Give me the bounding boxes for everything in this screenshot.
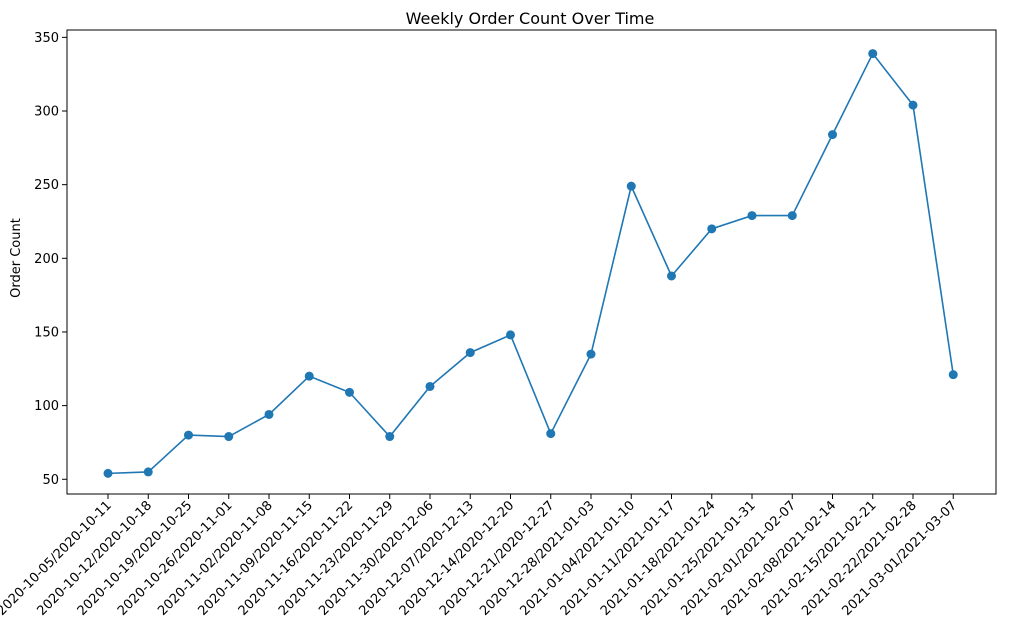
data-point	[908, 100, 918, 110]
data-point	[828, 130, 837, 140]
series-line	[107, 52, 955, 475]
data-point	[143, 467, 153, 477]
data-point	[667, 271, 676, 281]
data-point	[345, 387, 354, 397]
y-axis-label: Order Count	[9, 218, 24, 298]
data-point	[465, 348, 475, 358]
data-point	[707, 224, 717, 234]
plot-frame	[66, 29, 997, 495]
y-tick-label: 250	[34, 178, 59, 193]
data-point	[948, 370, 958, 380]
data-point	[224, 432, 234, 442]
plot-area	[66, 29, 997, 495]
data-point	[264, 409, 274, 419]
data-point	[506, 330, 515, 340]
data-point	[586, 349, 596, 359]
data-point	[184, 430, 193, 440]
y-tick-label: 100	[34, 399, 59, 414]
y-tick-label: 200	[34, 252, 59, 267]
x-axis-ticks: 2020-10-05/2020-10-112020-10-12/2020-10-…	[0, 494, 960, 619]
y-tick-label: 150	[34, 325, 59, 340]
y-tick-label: 50	[42, 473, 59, 488]
data-point	[747, 211, 757, 221]
data-point	[546, 429, 556, 439]
data-point	[385, 432, 395, 442]
data-point	[626, 181, 636, 191]
chart-title: Weekly Order Count Over Time	[406, 9, 655, 28]
y-tick-label: 300	[34, 105, 59, 120]
y-axis-ticks: 50 100 150 200 250 300 350	[34, 31, 67, 488]
data-point	[103, 468, 113, 478]
data-point	[868, 49, 878, 59]
y-tick-label: 350	[34, 31, 59, 46]
data-point	[304, 371, 314, 381]
data-point	[787, 211, 797, 221]
series-points	[103, 49, 958, 478]
data-point	[425, 381, 435, 391]
